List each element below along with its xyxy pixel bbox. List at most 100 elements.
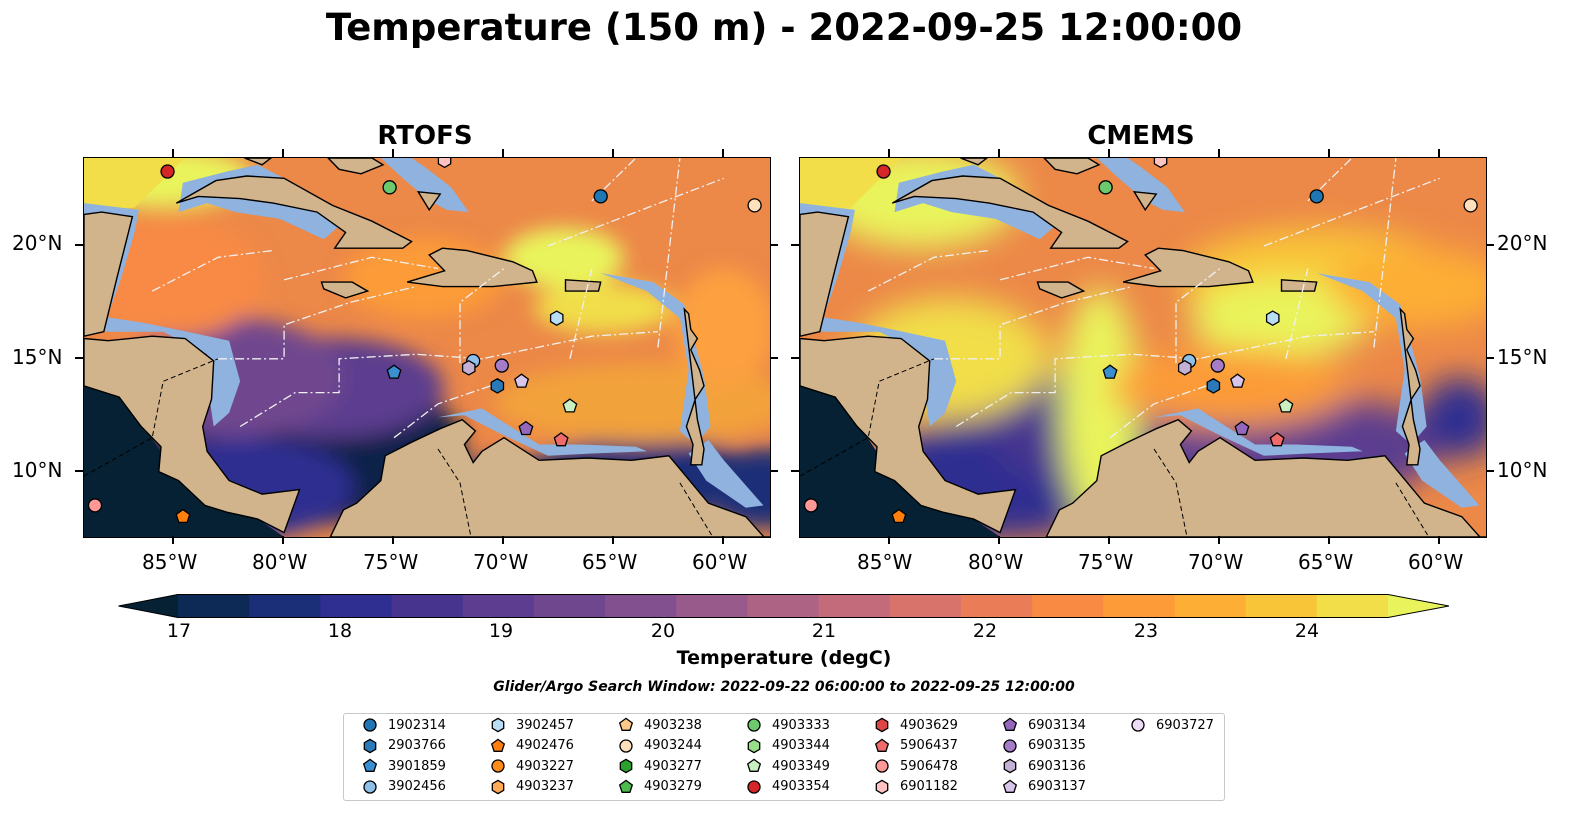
legend-marker-icon: [1003, 738, 1017, 753]
eez-boundary: [459, 267, 505, 364]
legend-marker-icon: [490, 738, 506, 752]
land-mass: [84, 211, 134, 337]
legend-label: 4903238: [644, 717, 702, 733]
shelf-region: [1096, 158, 1185, 213]
legend-label: 6903136: [1028, 758, 1086, 774]
float-marker-5906478: [803, 498, 819, 513]
legend-label: 4903354: [772, 779, 830, 794]
eez-boundary: [151, 249, 274, 292]
legend-label: 5906478: [900, 758, 958, 774]
land-mass: [320, 281, 370, 299]
colorbar-max-extend: [1388, 594, 1449, 618]
gulf-region: [84, 158, 186, 213]
eez-boundary: [867, 249, 990, 292]
legend-label: 4903237: [516, 779, 574, 794]
legend-marker-icon: [619, 758, 633, 774]
float-marker-6903135: [1210, 358, 1225, 373]
colorbar-tick-label: 17: [166, 620, 192, 642]
country-border: [800, 358, 935, 477]
float-marker-4902476: [891, 508, 907, 524]
tick-mark: [1437, 536, 1440, 544]
tick-mark: [791, 469, 799, 472]
tick-mark: [282, 149, 285, 157]
x-tick-label: 85°W: [142, 550, 198, 574]
colorbar-tick-label: 20: [650, 620, 676, 642]
legend-item: 4903227: [490, 756, 574, 776]
colorbar-segment: [1103, 594, 1176, 618]
legend-item: 6903136: [1002, 756, 1086, 776]
land-mass: [175, 175, 413, 249]
land-mass: [1399, 307, 1421, 466]
tick-mark: [1327, 149, 1330, 157]
y-tick-label: 10°N: [1497, 458, 1548, 482]
legend-label: 3902456: [388, 779, 446, 794]
tick-mark: [1217, 149, 1220, 157]
float-marker-4903349: [1278, 398, 1294, 413]
legend-label: 4903344: [772, 738, 830, 753]
float-marker-6901182: [1153, 158, 1168, 169]
legend-label: 4903227: [516, 758, 574, 774]
x-tick-label: 80°W: [252, 550, 308, 574]
legend-item: 4902476: [490, 736, 574, 756]
float-marker-6903134: [1234, 420, 1250, 436]
eez-boundary: [283, 256, 439, 281]
legend-item: 6903134: [1002, 715, 1086, 735]
legend-label: 3902457: [516, 717, 574, 733]
x-tick-label: 75°W: [363, 550, 419, 574]
colorbar-segment: [1316, 594, 1389, 618]
colorbar-title: Temperature (degC): [676, 647, 892, 669]
land-mass: [800, 335, 1017, 534]
tick-mark: [1217, 536, 1220, 544]
legend-label: 4903349: [772, 758, 830, 774]
legend-marker-icon: [875, 779, 889, 794]
legend-label: 2903766: [388, 738, 446, 753]
shelf-region: [1404, 440, 1480, 508]
eez-boundary: [569, 268, 593, 359]
x-tick-label: 65°W: [1298, 550, 1354, 574]
colorbar-tick-label: 21: [811, 620, 837, 642]
colorbar-segment: [1174, 594, 1247, 618]
search-window-text: Glider/Argo Search Window: 2022-09-22 06…: [493, 679, 1075, 695]
float-marker-6903136: [1177, 359, 1192, 376]
map-cmems[interactable]: [799, 157, 1487, 538]
shelf-region: [1316, 273, 1427, 445]
legend-item: 6901182: [874, 777, 958, 797]
legend-marker-icon: [619, 738, 633, 753]
legend-item: 4903349: [746, 756, 830, 776]
gulf-region: [800, 158, 902, 213]
legend-label: 5906437: [900, 738, 958, 753]
shelf-region: [688, 440, 764, 508]
legend-marker-icon: [491, 717, 505, 733]
eez-boundary: [934, 285, 1133, 360]
eez-boundary: [1263, 177, 1441, 247]
eez-boundary: [393, 380, 505, 439]
colorbar-outline: [118, 594, 1450, 618]
tick-mark: [770, 243, 778, 246]
legend-label: 6903137: [1028, 779, 1086, 794]
land-mass: [891, 175, 1129, 249]
legend-label: 6901182: [900, 779, 958, 794]
eez-boundary: [239, 331, 658, 428]
tick-mark: [998, 149, 1001, 157]
y-tick-label: 20°N: [1497, 231, 1548, 255]
legend-item: 4903244: [618, 736, 702, 756]
legend-marker-icon: [747, 718, 761, 732]
colorbar-segment: [605, 594, 677, 618]
tick-mark: [282, 536, 285, 544]
map-rtofs[interactable]: [83, 157, 771, 538]
legend-marker-icon: [618, 717, 634, 731]
legend-marker-icon: [874, 738, 890, 752]
colorbar-segment: [320, 594, 393, 618]
x-tick-label: 70°W: [1188, 550, 1244, 574]
colorbar-segment: [747, 594, 820, 618]
float-marker-6903135: [494, 358, 509, 373]
legend-label: 1902314: [388, 717, 446, 733]
y-tick-label: 15°N: [1497, 345, 1548, 369]
eez-boundary: [218, 285, 417, 360]
float-marker-4903333: [382, 180, 397, 195]
legend-item: 4903279: [618, 777, 702, 797]
legend-item: 4903238: [618, 715, 702, 735]
x-tick-label: 65°W: [582, 550, 638, 574]
country-border: [84, 358, 219, 477]
pacific-region: [84, 347, 285, 537]
